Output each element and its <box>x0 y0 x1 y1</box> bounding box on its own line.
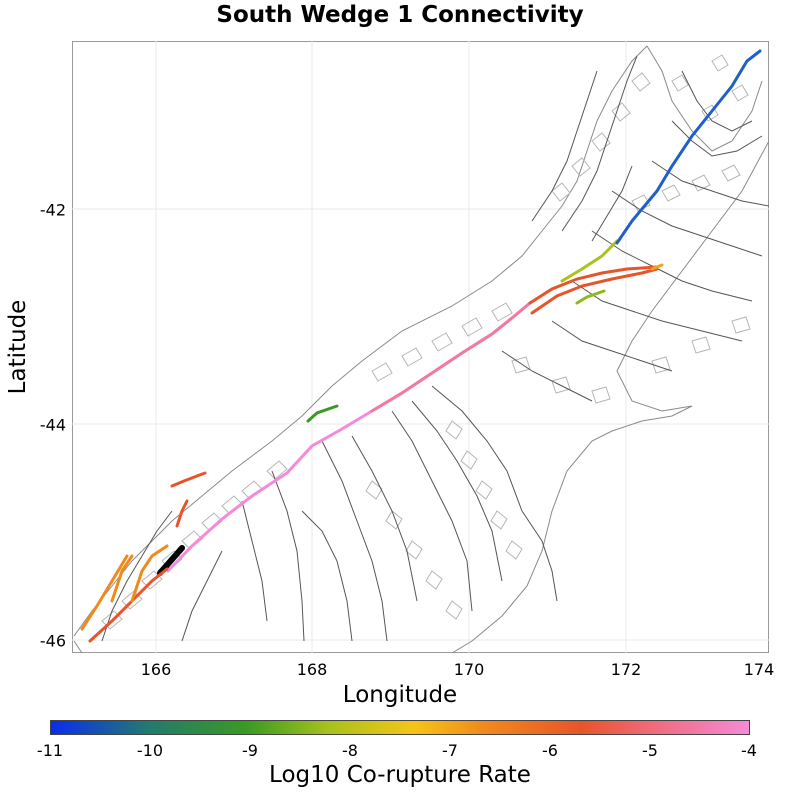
rupture-yellowgreen <box>560 239 619 283</box>
target-section <box>157 545 185 576</box>
x-tick: 168 <box>296 660 328 679</box>
map-grid <box>72 41 769 653</box>
rupture-red-1 <box>528 265 659 305</box>
colorbar-tick: -7 <box>442 741 458 760</box>
rupture-red-3 <box>88 567 169 643</box>
colorbar-label: Log10 Co-rupture Rate <box>269 762 531 788</box>
map-title: South Wedge 1 Connectivity <box>216 2 584 28</box>
colorbar-tick: -10 <box>136 741 164 760</box>
colorbar-tick: -6 <box>542 741 558 760</box>
x-tick: 166 <box>140 660 172 679</box>
rupture-orange-2 <box>130 544 169 603</box>
colorbar-tick: -9 <box>242 741 258 760</box>
rupture-blue <box>615 49 762 245</box>
rupture-orange-1 <box>80 554 129 631</box>
rupture-main-rose <box>370 301 532 413</box>
rupture-orange-3 <box>110 554 134 603</box>
x-axis-label: Longitude <box>342 682 458 708</box>
rupture-green-small <box>575 289 606 305</box>
x-tick: 174 <box>743 660 775 679</box>
rupture-green <box>306 404 339 423</box>
colorbar-tick: -4 <box>741 741 757 760</box>
colorbar-tick: -8 <box>342 741 358 760</box>
subsection-grid <box>101 54 751 630</box>
x-tick: 172 <box>610 660 642 679</box>
rupture-red-4 <box>170 471 207 488</box>
colorbar-tick: -5 <box>642 741 658 760</box>
x-tick: 170 <box>453 660 485 679</box>
rupture-orange-4 <box>650 263 664 271</box>
colorbar-tick: -11 <box>36 741 64 760</box>
colorbar <box>50 720 750 735</box>
y-tick: -44 <box>39 415 66 435</box>
fault-traces <box>101 55 769 642</box>
rupture-red-5 <box>175 499 189 528</box>
y-tick: -46 <box>39 631 66 651</box>
y-axis-label: Latitude <box>5 299 31 395</box>
y-tick: -42 <box>39 200 66 220</box>
rupture-traces <box>80 49 762 643</box>
rupture-red-2 <box>530 267 659 315</box>
fault-map <box>72 41 769 653</box>
